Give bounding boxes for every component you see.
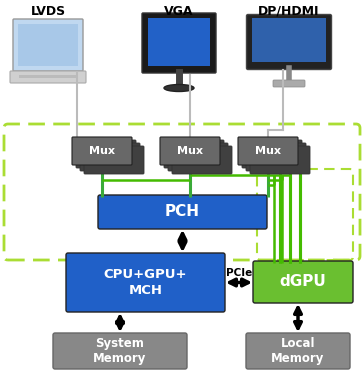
Text: CPU+GPU+
MCH: CPU+GPU+ MCH [104, 268, 187, 297]
FancyBboxPatch shape [253, 261, 353, 303]
FancyBboxPatch shape [98, 195, 267, 229]
FancyBboxPatch shape [53, 333, 187, 369]
Ellipse shape [164, 84, 194, 92]
Text: DP/HDMI: DP/HDMI [258, 5, 320, 18]
FancyBboxPatch shape [238, 137, 298, 165]
FancyBboxPatch shape [84, 146, 144, 174]
Text: System
Memory: System Memory [93, 337, 147, 365]
FancyBboxPatch shape [72, 137, 132, 165]
FancyBboxPatch shape [142, 13, 216, 73]
FancyBboxPatch shape [242, 140, 302, 168]
FancyBboxPatch shape [66, 253, 225, 312]
Bar [18, 24, 78, 66]
Text: Mux: Mux [89, 146, 115, 156]
Text: Mux: Mux [255, 146, 281, 156]
Bar [252, 18, 326, 62]
FancyBboxPatch shape [80, 143, 140, 171]
Text: LVDS: LVDS [31, 5, 66, 18]
FancyBboxPatch shape [250, 146, 310, 174]
FancyBboxPatch shape [246, 15, 332, 69]
FancyBboxPatch shape [246, 143, 306, 171]
Bar [148, 18, 210, 66]
FancyBboxPatch shape [172, 146, 232, 174]
Bar [252, 18, 326, 62]
Text: dGPU: dGPU [280, 274, 327, 290]
Text: Mux: Mux [177, 146, 203, 156]
FancyBboxPatch shape [10, 71, 86, 83]
Text: VGA: VGA [164, 5, 194, 18]
Text: Local
Memory: Local Memory [271, 337, 325, 365]
FancyBboxPatch shape [76, 140, 136, 168]
FancyBboxPatch shape [168, 143, 228, 171]
FancyBboxPatch shape [164, 140, 224, 168]
Bar [148, 18, 210, 66]
Text: PCH: PCH [165, 204, 200, 219]
FancyBboxPatch shape [273, 80, 305, 87]
Bar [19, 75, 77, 78]
FancyBboxPatch shape [246, 333, 350, 369]
FancyBboxPatch shape [13, 19, 83, 71]
FancyBboxPatch shape [160, 137, 220, 165]
Text: PCIe: PCIe [226, 267, 252, 278]
